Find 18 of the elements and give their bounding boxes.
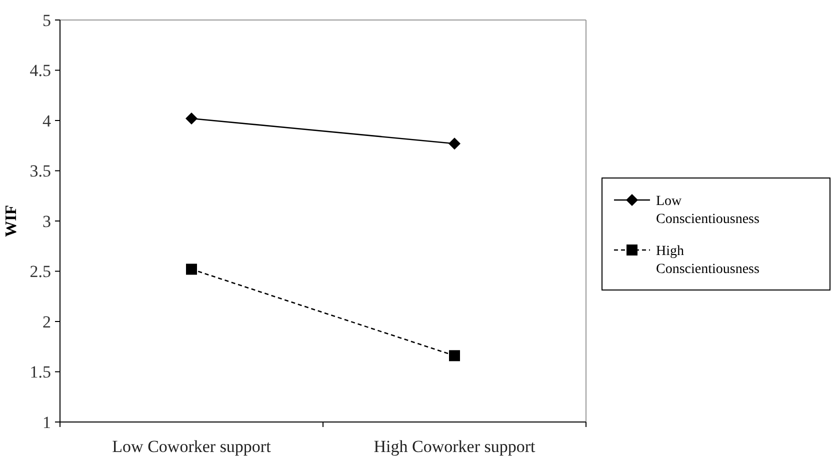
point [186,264,197,275]
y-tick-label: 2 [42,312,51,332]
x-tick-label: High Coworker support [374,437,536,456]
y-tick-label: 2.5 [30,262,51,282]
x-tick-label: Low Coworker support [112,437,272,456]
y-tick-label: 5 [42,10,51,30]
y-tick-label: 4 [42,111,52,130]
y-axis-title: WIF [3,204,20,237]
y-tick-label: 1.5 [30,362,51,382]
legend-label: High Conscientiousness [656,244,760,277]
y-tick-label: 3.5 [30,162,51,181]
y-tick-label: 3 [42,212,51,231]
legend-label: Low Conscientiousness [656,194,760,227]
point [448,138,460,150]
point [186,112,198,124]
point [449,350,460,362]
y-tick-label: 4.5 [30,61,51,80]
y-tick-label: 1 [42,412,51,432]
